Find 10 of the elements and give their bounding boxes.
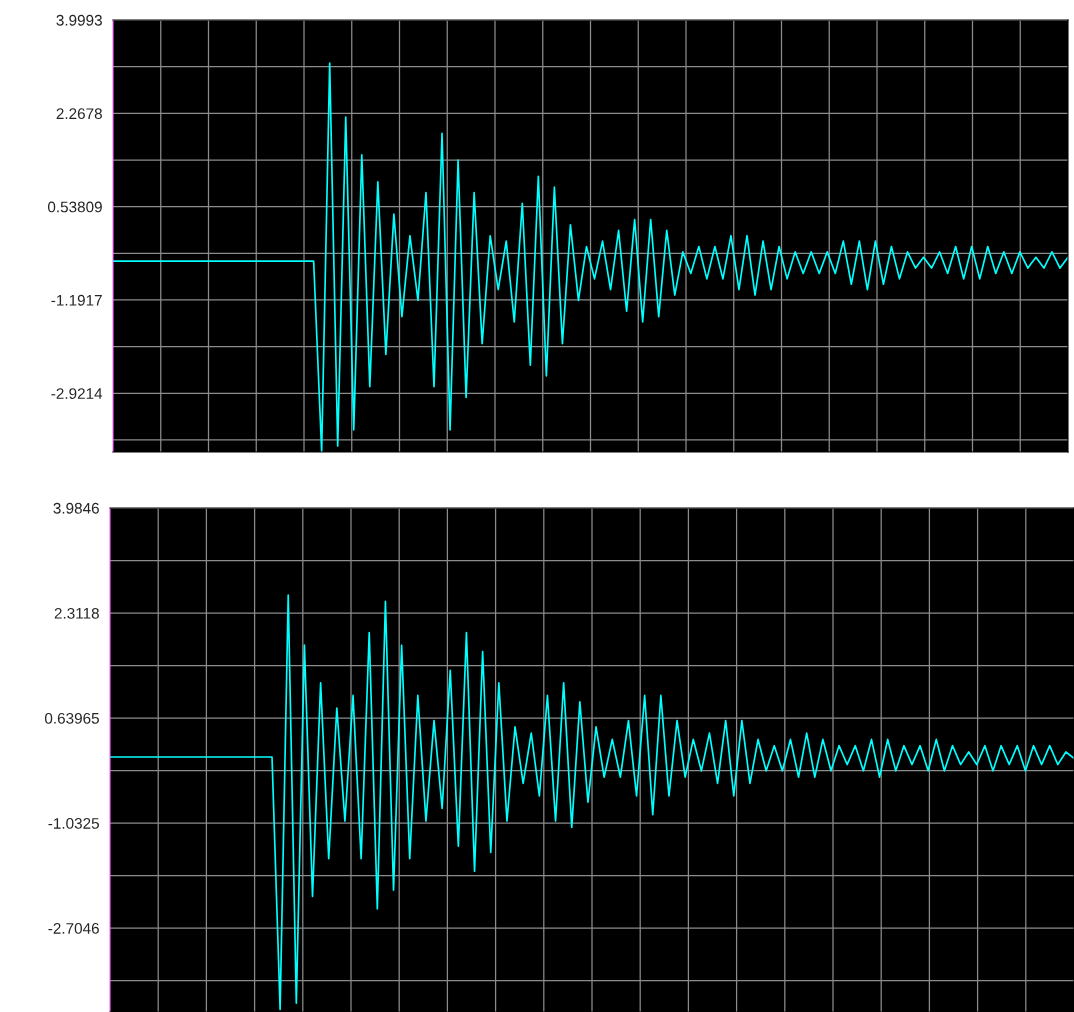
y-tick-label: 3.9846 bbox=[53, 502, 99, 514]
y-tick-label: 0.63965 bbox=[44, 712, 99, 724]
y-tick-label: -2.7046 bbox=[48, 923, 99, 934]
y-tick-label: 0.53809 bbox=[47, 201, 102, 213]
y-tick-label: 2.3118 bbox=[54, 607, 99, 619]
y-tick-label: 3.9993 bbox=[56, 14, 102, 26]
y-tick-label: -1.1917 bbox=[51, 294, 102, 306]
y-tick-label: -1.0325 bbox=[48, 817, 99, 829]
y-tick-label: 2.2678 bbox=[56, 108, 102, 120]
y-tick-label: -2.9214 bbox=[51, 388, 103, 399]
